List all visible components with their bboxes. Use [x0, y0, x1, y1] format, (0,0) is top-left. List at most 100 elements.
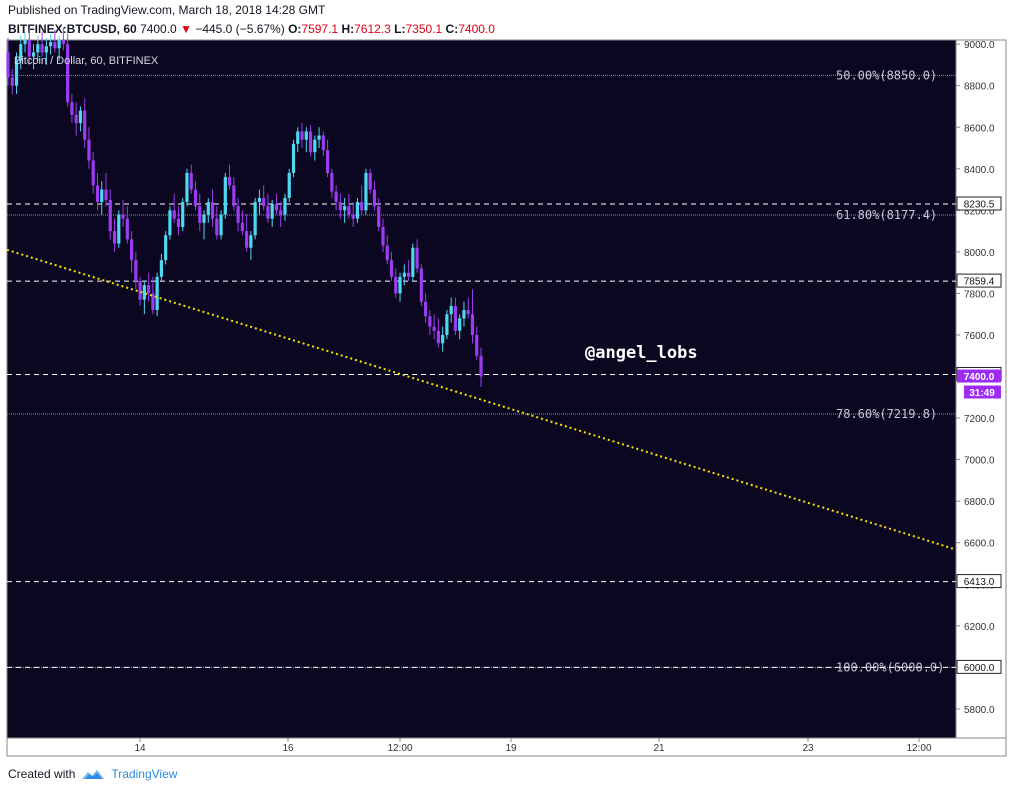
candle-body [291, 143, 296, 173]
time-axis-background [7, 738, 1006, 756]
candle-body [449, 305, 453, 315]
candle-body [458, 318, 462, 331]
low-label: L: [394, 22, 406, 36]
candle-body [155, 276, 159, 311]
y-tick-label: 6200.0 [964, 622, 995, 633]
candle-body [129, 239, 134, 261]
y-tick-label: 7800.0 [964, 289, 995, 300]
candle-body [334, 191, 338, 203]
high-label: H: [341, 22, 355, 36]
candle-body [104, 189, 108, 200]
x-tick-label: 16 [282, 743, 294, 754]
tradingview-brand[interactable]: TradingView [111, 767, 178, 781]
candle-body [206, 202, 210, 215]
candle-body [74, 114, 78, 124]
candle-body [91, 160, 95, 186]
candle-body [185, 172, 189, 203]
trendline [6, 248, 955, 550]
candle-body [428, 316, 432, 327]
down-arrow-icon: ▼ [180, 22, 192, 36]
candle-body [368, 172, 372, 190]
candle-body [27, 40, 31, 57]
level-price-tag [956, 574, 1002, 589]
x-tick-label: 19 [505, 743, 517, 754]
candle-body [377, 206, 381, 227]
candle-body [240, 222, 244, 232]
candle-body [462, 310, 466, 319]
candle-body [313, 139, 317, 153]
candle-body [351, 214, 355, 219]
candle-body [253, 202, 257, 236]
tradingview-logo-icon [82, 770, 105, 779]
candle-body [406, 272, 411, 277]
published-line: Published on TradingView.com, March 18, … [8, 3, 326, 17]
y-tick-label: 5800.0 [964, 705, 995, 716]
y-tick-label: 8200.0 [964, 206, 995, 217]
candle-body [49, 42, 53, 47]
candle-body [87, 139, 91, 161]
level-price-tag-label: 6413.0 [964, 577, 995, 588]
candle-body [70, 102, 74, 115]
fib-level-label: 50.00%(8850.0) [836, 68, 937, 82]
candle-body [23, 40, 27, 45]
candle-body [172, 210, 176, 219]
fib-level-label: 61.80%(8177.4) [836, 208, 937, 222]
candle-body [270, 204, 274, 219]
y-tick-label: 8000.0 [964, 248, 995, 259]
chart-title: Bitcoin / Dollar, 60, BITFINEX [14, 55, 159, 67]
candle-body [227, 177, 232, 186]
level-price-tag-label: 7859.4 [964, 277, 995, 288]
candle-body [360, 202, 364, 211]
last-price: 7400.0 [140, 22, 177, 36]
candle-body [151, 293, 155, 311]
candle-body [245, 231, 249, 248]
y-tick-label: 9000.0 [964, 40, 995, 51]
y-tick-label: 7000.0 [964, 456, 995, 467]
y-tick-label: 7200.0 [964, 414, 995, 425]
candle-body [330, 172, 334, 192]
candle-body [479, 355, 483, 377]
low-value: 7350.1 [405, 22, 443, 36]
candle-body [83, 110, 87, 140]
candle-body [317, 135, 321, 140]
level-price-tag [956, 659, 1002, 674]
candle-body [210, 202, 215, 219]
candle-body [219, 214, 223, 236]
candle-body [475, 334, 479, 356]
candle-body [343, 206, 347, 211]
candle-body [66, 44, 70, 103]
candle-body [411, 247, 415, 277]
y-tick-label: 8600.0 [964, 123, 995, 134]
close-label: C: [445, 22, 459, 36]
candle-body [287, 172, 291, 198]
candle-body [355, 202, 360, 219]
candle-body [36, 44, 40, 53]
x-tick-label: 12:00 [387, 743, 412, 754]
countdown-tag [964, 385, 1001, 399]
candle-body [78, 110, 83, 124]
candle-body [134, 260, 138, 281]
candle-body [215, 218, 219, 236]
candle-body [202, 214, 206, 223]
candle-body [19, 44, 23, 61]
candle-body [232, 185, 236, 207]
candle-body [147, 285, 151, 294]
x-tick-label: 21 [653, 743, 665, 754]
x-tick-label: 14 [134, 743, 146, 754]
x-tick-label: 12:00 [906, 743, 931, 754]
candle-body [300, 131, 304, 140]
candle-body [14, 60, 19, 86]
candle-body [142, 285, 146, 300]
candle-body [364, 172, 368, 211]
y-tick-label: 7600.0 [964, 331, 995, 342]
fib-level-label: 78.60%(7219.8) [836, 407, 937, 421]
candle-body [432, 326, 436, 331]
candle-body [415, 247, 419, 269]
candle-body [296, 131, 300, 144]
open-label: O: [288, 22, 302, 36]
last-price-tag-label: 7400.0 [964, 372, 995, 383]
level-price-tag-label: 6000.0 [964, 663, 995, 674]
candle-body [279, 210, 283, 215]
candle-body [164, 235, 168, 261]
